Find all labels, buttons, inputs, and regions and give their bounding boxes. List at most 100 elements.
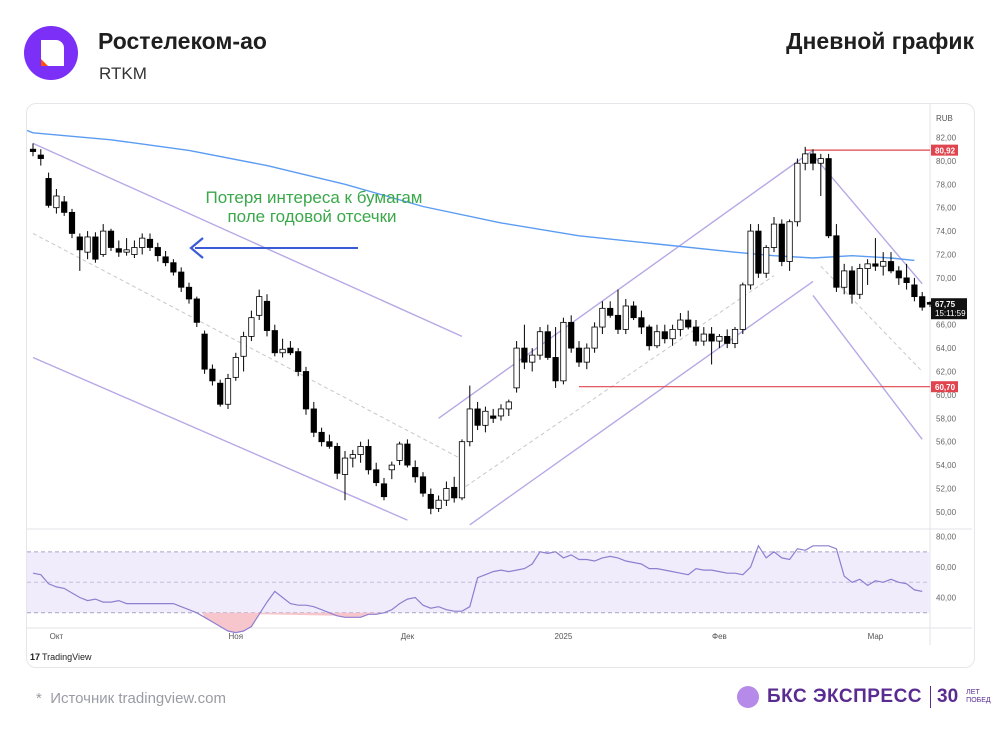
candle-body <box>677 319 684 330</box>
price-tick-label: 62,00 <box>936 368 957 377</box>
candle <box>396 441 403 466</box>
candle <box>435 495 442 512</box>
footnote-star: * <box>36 690 42 707</box>
candle-body <box>162 256 169 264</box>
candle-body <box>583 347 590 363</box>
candle <box>887 252 895 274</box>
candle-body <box>700 333 707 342</box>
candle-body <box>318 431 325 443</box>
candle <box>412 460 419 483</box>
candle-body <box>521 347 528 363</box>
candle-body <box>123 249 130 253</box>
candle <box>357 441 364 463</box>
candle-body <box>100 230 107 255</box>
candle <box>162 250 169 267</box>
candle <box>84 231 91 260</box>
last-price-label: 67,75 <box>935 300 956 309</box>
candle-body <box>263 300 271 331</box>
candle <box>731 327 739 349</box>
price-tick-label: 58,00 <box>936 414 957 423</box>
candle <box>193 296 200 328</box>
candle-body <box>193 298 200 323</box>
candle-body <box>646 326 653 347</box>
candle-body <box>692 326 700 342</box>
candle-body <box>248 317 255 337</box>
candle <box>443 481 450 507</box>
candle <box>708 327 715 365</box>
candle-body <box>419 476 427 494</box>
bks-brand-text: БКС ЭКСПРЕСС <box>767 686 923 707</box>
candle-body <box>552 357 559 382</box>
candle-body <box>560 321 567 382</box>
candle <box>154 242 161 262</box>
candle-body <box>217 382 224 405</box>
candle-body <box>451 486 458 499</box>
candle <box>864 259 871 285</box>
candle <box>263 294 271 337</box>
candle <box>209 364 216 386</box>
candle <box>614 289 622 335</box>
time-tick-label: Мар <box>868 632 884 641</box>
candle-body <box>755 230 762 274</box>
candle <box>552 327 559 388</box>
candle-body <box>380 483 388 498</box>
tradingview-label: TradingView <box>42 652 92 662</box>
price-tick-label: 50,00 <box>936 508 957 517</box>
candle-body <box>809 153 817 164</box>
candle <box>880 252 887 276</box>
candle <box>646 324 653 351</box>
candle-body <box>911 284 918 298</box>
candle <box>29 143 37 157</box>
candle-body <box>115 248 122 253</box>
last-price-box <box>931 298 967 320</box>
candle <box>451 476 458 503</box>
candle <box>256 289 263 321</box>
candle <box>100 224 107 257</box>
candle-body <box>622 305 629 330</box>
candle <box>794 158 801 227</box>
candle-body <box>685 319 692 328</box>
candle-body <box>232 357 239 378</box>
candle-body <box>287 347 294 354</box>
candle <box>61 196 68 216</box>
arrow-left-icon <box>189 237 358 259</box>
candle <box>217 379 224 407</box>
price-tick-label: 74,00 <box>936 227 957 236</box>
candle <box>248 310 255 342</box>
annotation-line-1: Потеря интереса к бумагам <box>205 188 422 207</box>
candle <box>482 406 489 433</box>
candle <box>872 238 879 271</box>
candle <box>419 472 427 497</box>
candle <box>763 245 770 278</box>
candle <box>201 330 208 374</box>
candle <box>302 366 310 415</box>
time-tick-label: Ноя <box>229 632 244 641</box>
candle <box>856 263 863 299</box>
instrument-ticker: RTKM <box>99 64 147 83</box>
candle <box>170 259 177 276</box>
price-tick-label: 66,00 <box>936 321 957 330</box>
price-tick-label: 70,00 <box>936 274 957 283</box>
candle <box>224 373 232 409</box>
candle-body <box>458 441 466 499</box>
candle-body <box>544 331 551 358</box>
candle <box>755 224 762 278</box>
candle-body <box>256 296 263 316</box>
dashed-median-line <box>32 232 463 460</box>
candle-body <box>716 335 723 342</box>
candle <box>45 172 52 208</box>
candle-body <box>724 335 731 344</box>
price-tick-label: 78,00 <box>936 180 957 189</box>
candle-body <box>154 247 161 257</box>
time-tick-label: Фев <box>712 632 727 641</box>
candle-body <box>887 261 895 272</box>
candle <box>841 263 848 295</box>
candle-body <box>295 351 302 372</box>
candle-body <box>763 247 770 274</box>
source-text: Источник tradingview.com <box>50 690 226 707</box>
candle-body <box>357 445 364 455</box>
candle-body <box>490 415 497 419</box>
candle <box>287 341 294 356</box>
price-tick-label: 60,00 <box>936 391 957 400</box>
candle <box>716 334 723 349</box>
